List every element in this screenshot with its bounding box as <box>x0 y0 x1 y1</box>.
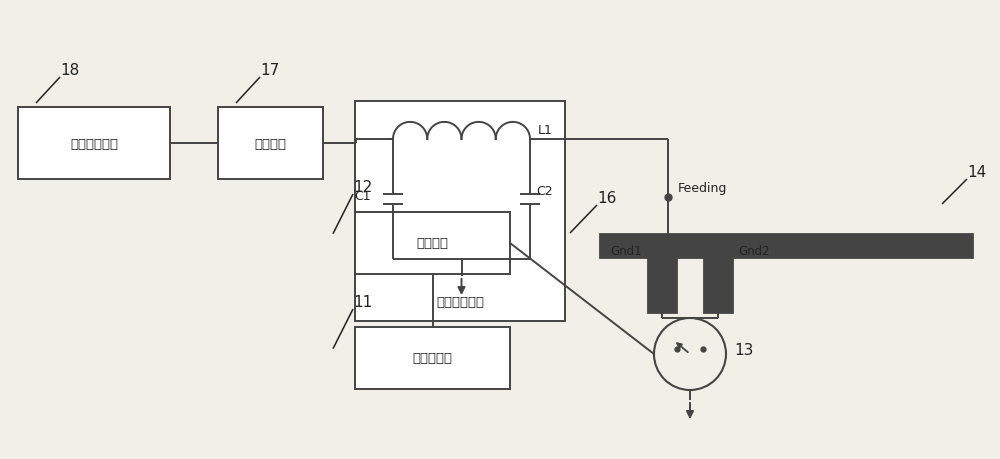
FancyBboxPatch shape <box>355 213 510 274</box>
Text: C1: C1 <box>354 190 371 202</box>
Text: 天线调谐电路: 天线调谐电路 <box>436 295 484 308</box>
Text: 基带处理电路: 基带处理电路 <box>70 137 118 150</box>
Text: Gnd2: Gnd2 <box>738 245 770 257</box>
Text: C2: C2 <box>536 185 553 197</box>
FancyBboxPatch shape <box>600 235 972 257</box>
Text: 微处理器: 微处理器 <box>416 237 448 250</box>
Text: Feeding: Feeding <box>678 182 727 195</box>
Text: 射频电路: 射频电路 <box>254 137 287 150</box>
Text: 16: 16 <box>597 190 616 206</box>
FancyBboxPatch shape <box>355 327 510 389</box>
FancyBboxPatch shape <box>355 102 565 321</box>
FancyBboxPatch shape <box>18 108 170 179</box>
Text: 13: 13 <box>734 342 753 357</box>
Text: Gnd1: Gnd1 <box>610 245 642 257</box>
Text: L1: L1 <box>538 124 553 137</box>
Text: 17: 17 <box>260 63 279 78</box>
Text: 12: 12 <box>353 179 372 195</box>
Text: 11: 11 <box>353 294 372 309</box>
FancyBboxPatch shape <box>218 108 323 179</box>
Text: 传感器模组: 传感器模组 <box>413 352 452 365</box>
FancyBboxPatch shape <box>648 257 676 312</box>
Text: 14: 14 <box>967 165 986 179</box>
Text: 18: 18 <box>60 63 79 78</box>
FancyBboxPatch shape <box>704 257 732 312</box>
